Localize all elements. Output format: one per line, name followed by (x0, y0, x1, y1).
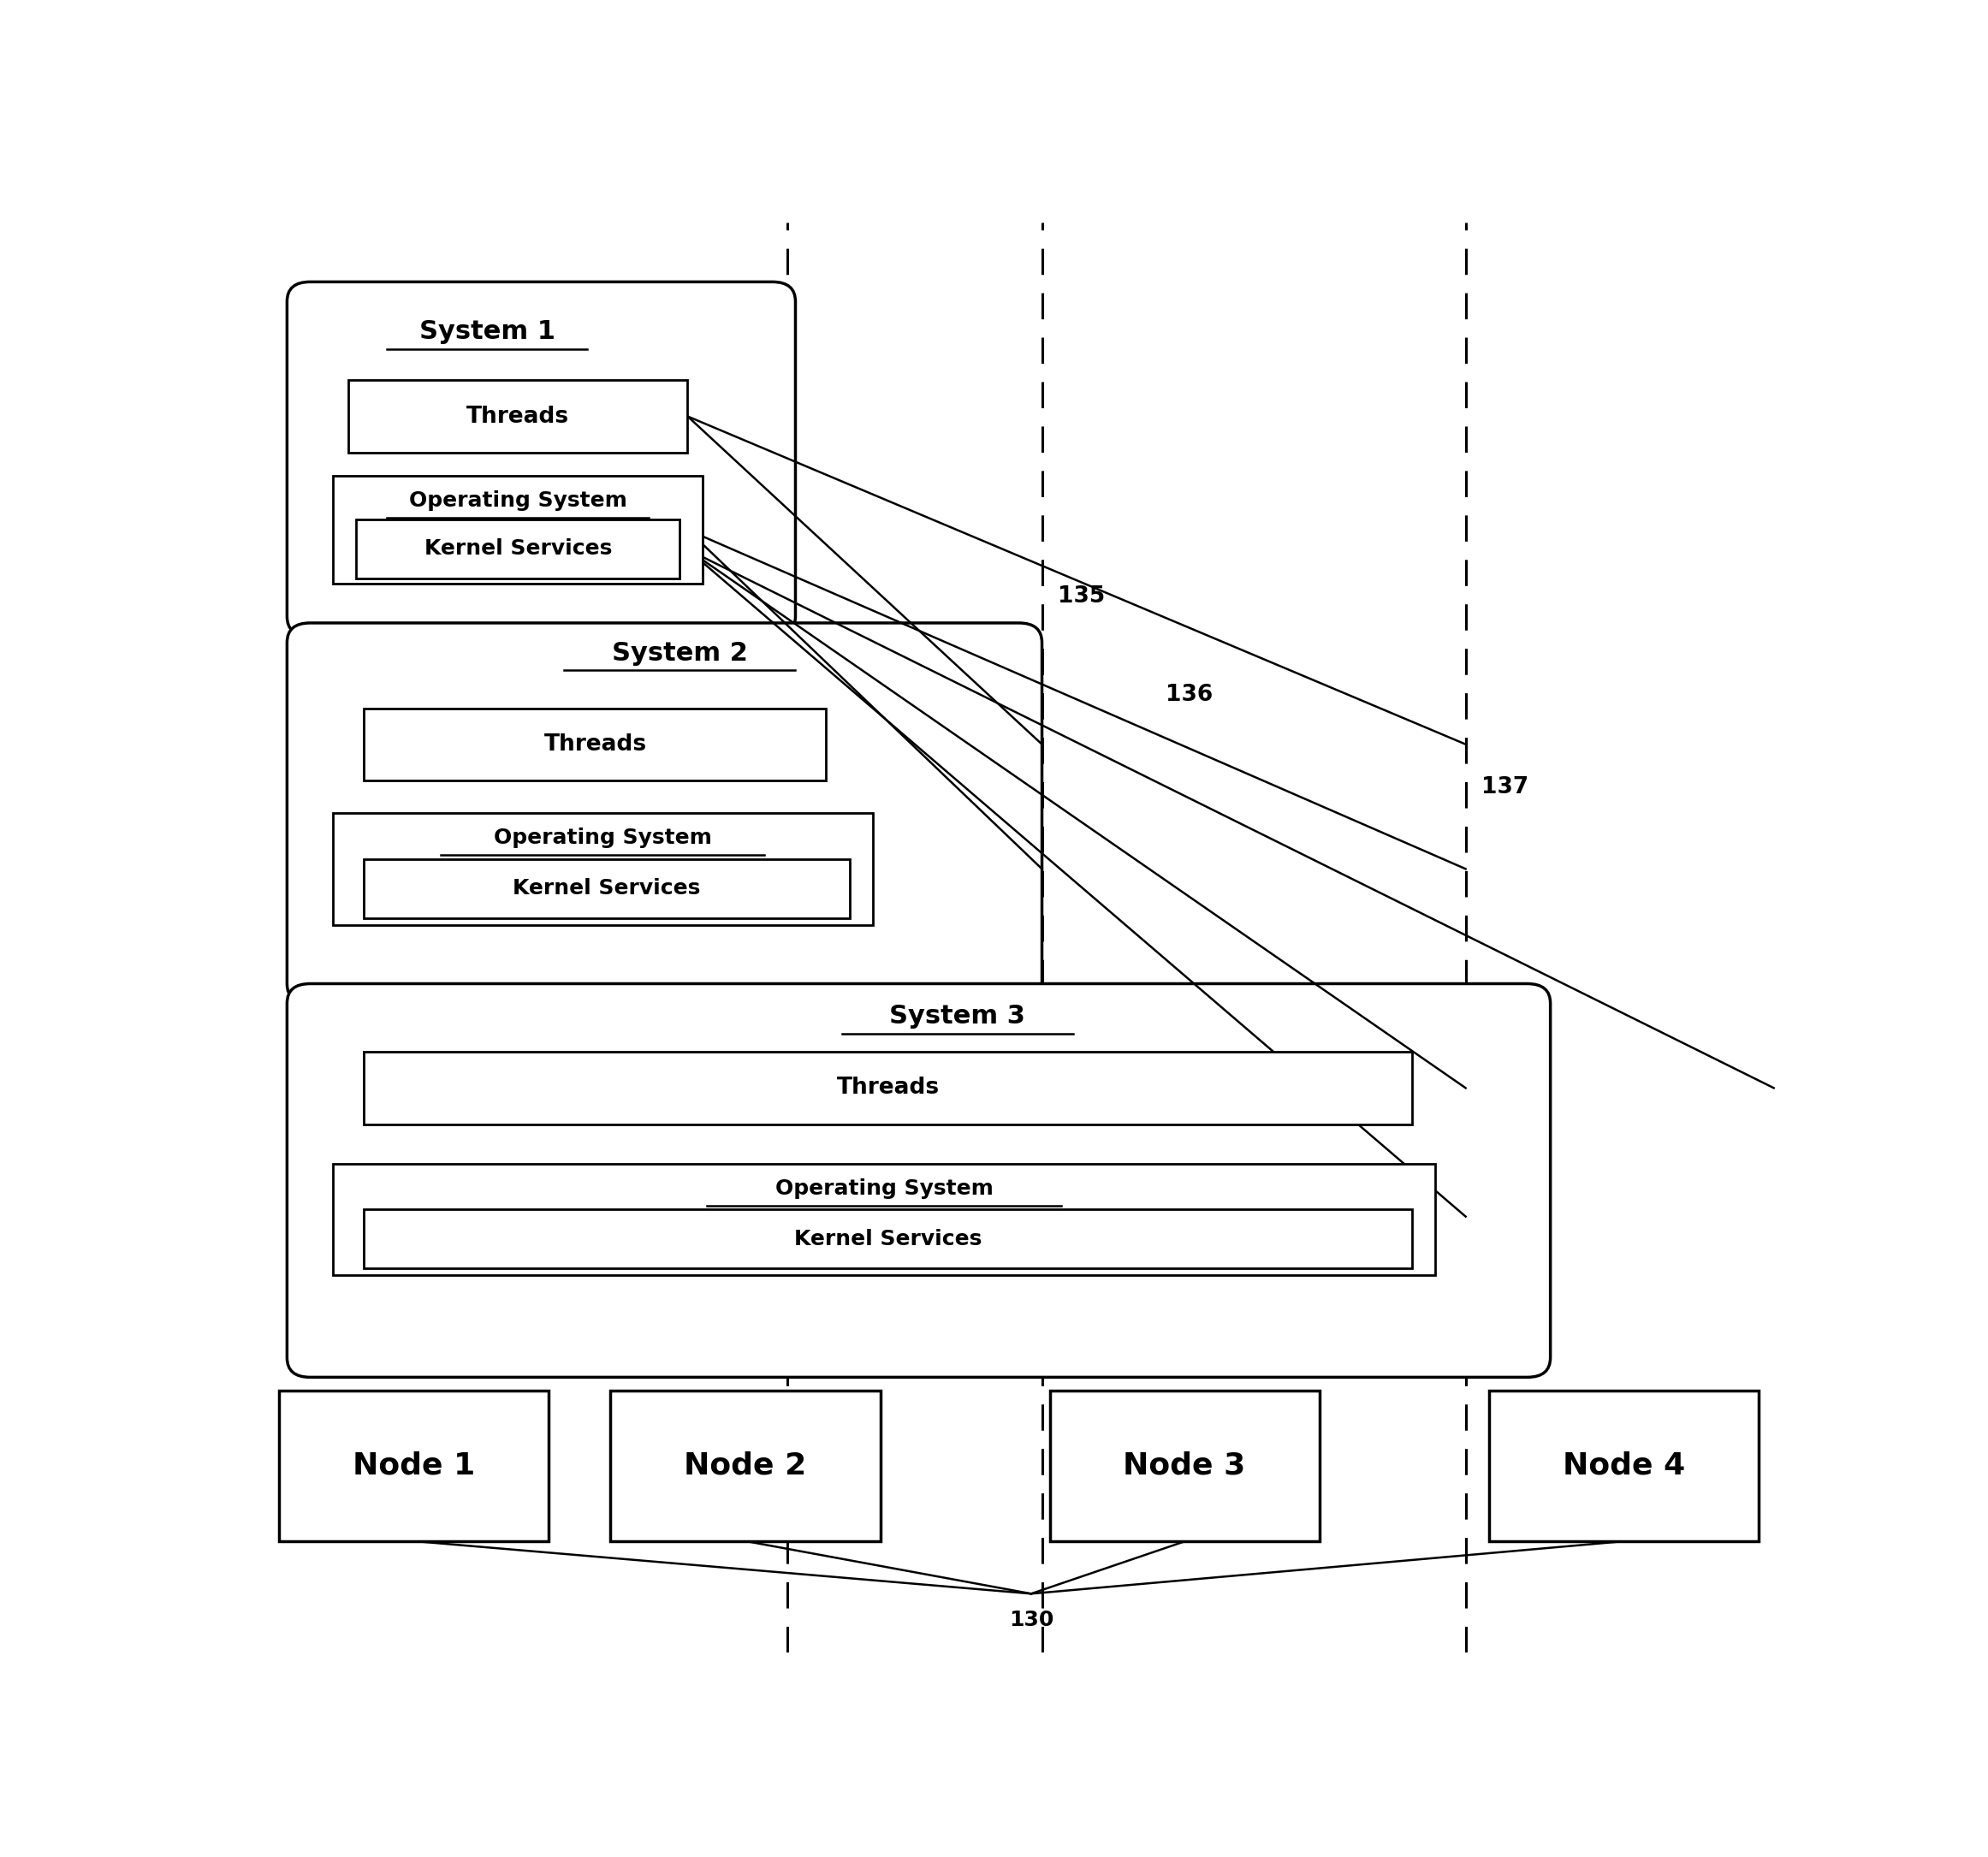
FancyBboxPatch shape (1489, 1391, 1759, 1541)
FancyBboxPatch shape (334, 813, 873, 925)
Text: Operating System: Operating System (493, 828, 712, 849)
Text: Node 3: Node 3 (1123, 1452, 1246, 1480)
Text: System 3: System 3 (889, 1005, 1026, 1029)
Text: Threads: Threads (467, 405, 569, 427)
Text: 137: 137 (1481, 776, 1529, 799)
Text: Threads: Threads (545, 734, 646, 756)
FancyBboxPatch shape (334, 475, 704, 583)
Text: Operating System: Operating System (775, 1177, 994, 1198)
FancyBboxPatch shape (364, 708, 827, 780)
Text: Operating System: Operating System (410, 490, 626, 511)
Text: 135: 135 (1058, 585, 1105, 607)
FancyBboxPatch shape (286, 282, 795, 637)
FancyBboxPatch shape (334, 1164, 1435, 1276)
Text: 130: 130 (1008, 1610, 1054, 1630)
Text: System 2: System 2 (612, 641, 747, 665)
Text: Node 1: Node 1 (352, 1452, 475, 1480)
Text: Kernel Services: Kernel Services (423, 539, 612, 559)
FancyBboxPatch shape (278, 1391, 549, 1541)
FancyBboxPatch shape (1050, 1391, 1320, 1541)
Text: Node 2: Node 2 (684, 1452, 807, 1480)
FancyBboxPatch shape (286, 984, 1551, 1378)
Text: System 1: System 1 (419, 319, 555, 344)
FancyBboxPatch shape (356, 520, 680, 578)
FancyBboxPatch shape (348, 381, 688, 453)
FancyBboxPatch shape (286, 622, 1042, 1003)
FancyBboxPatch shape (610, 1391, 881, 1541)
FancyBboxPatch shape (364, 1209, 1411, 1268)
Text: 136: 136 (1165, 683, 1213, 706)
Text: Kernel Services: Kernel Services (793, 1229, 982, 1250)
FancyBboxPatch shape (364, 860, 849, 917)
Text: Node 4: Node 4 (1563, 1452, 1686, 1480)
Text: Threads: Threads (837, 1077, 938, 1099)
Text: Kernel Services: Kernel Services (513, 878, 700, 899)
FancyBboxPatch shape (364, 1051, 1411, 1123)
